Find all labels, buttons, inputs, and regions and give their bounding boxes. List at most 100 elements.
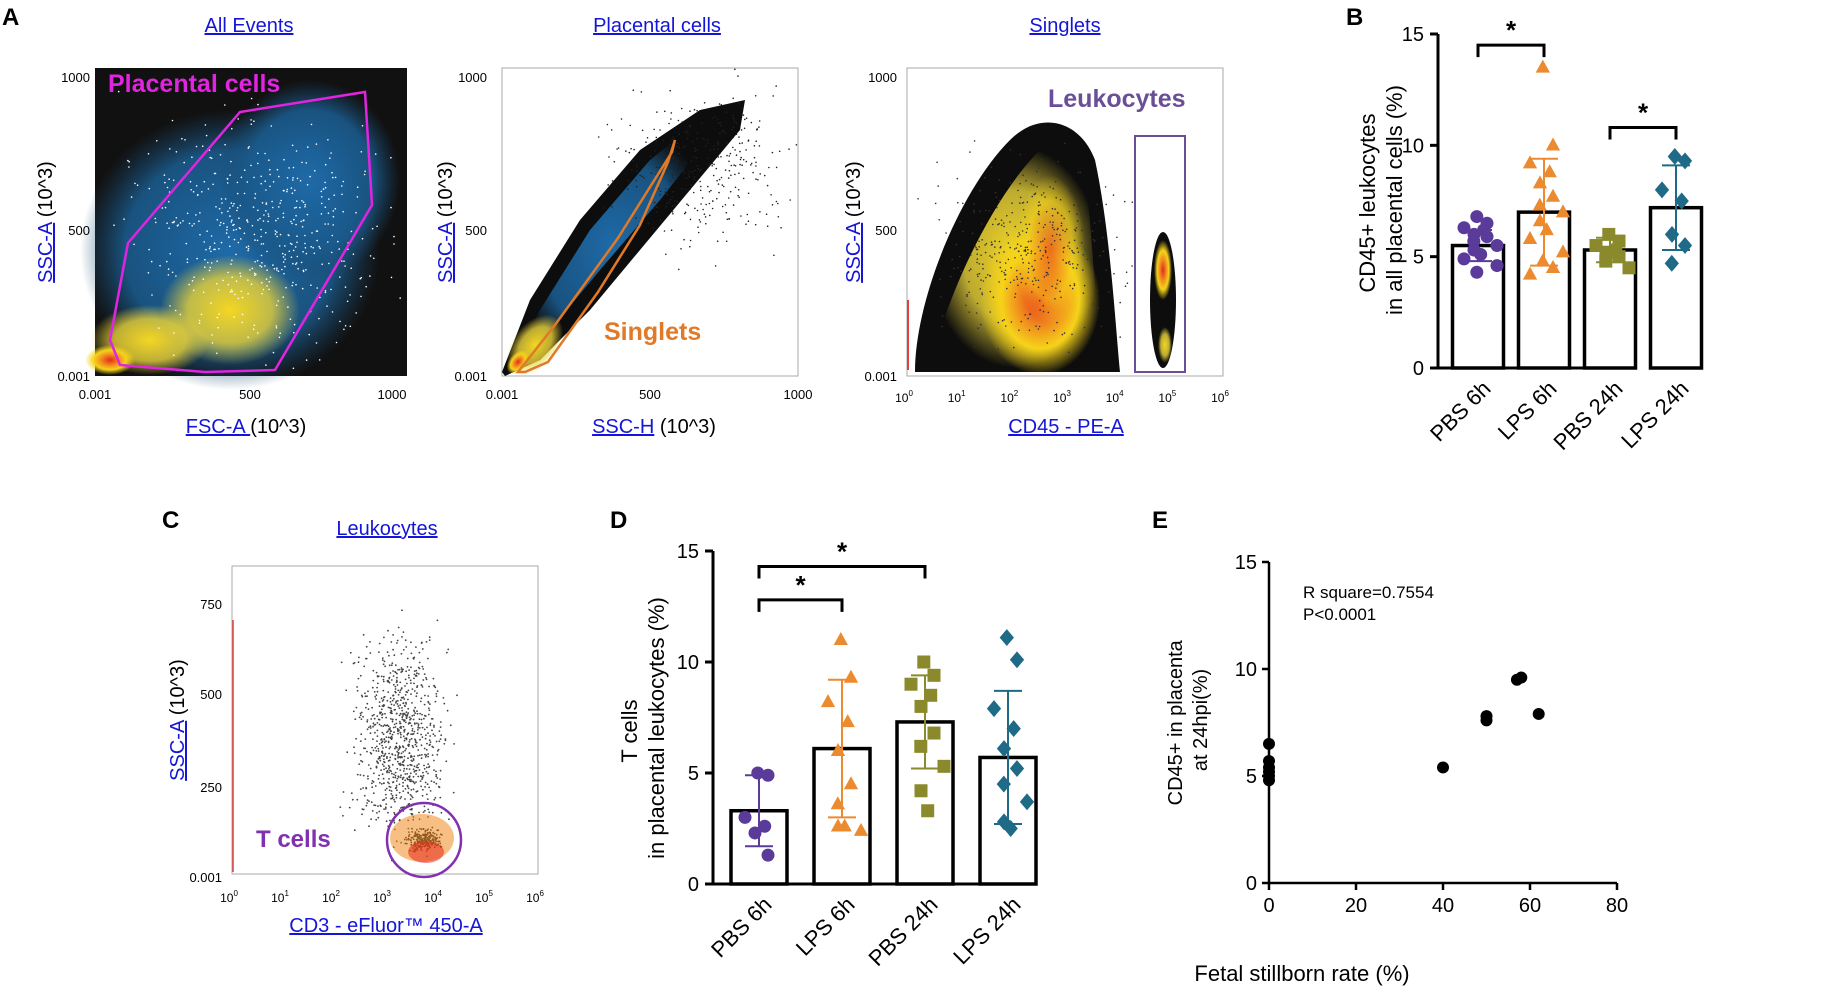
data-point xyxy=(1263,774,1275,787)
data-point xyxy=(1532,707,1545,720)
data-point xyxy=(840,714,855,728)
data-point xyxy=(751,766,765,780)
data-point xyxy=(843,776,859,790)
placental-cells-gate xyxy=(108,90,374,374)
x-tick-label: 40 xyxy=(1432,895,1454,917)
x-tick: 0.001 xyxy=(79,387,112,402)
data-point xyxy=(1522,231,1538,245)
y-tick-label: 15 xyxy=(1402,24,1424,46)
flow-plot-singlets: Singlets Leukocytes 1000 500 0.001 100 10… xyxy=(843,15,1229,438)
y-axis-label: SSC-A (10^3) xyxy=(167,659,189,781)
data-point xyxy=(1522,155,1538,169)
x-tick-label: LPS 24h xyxy=(1616,376,1693,453)
y-tick: 250 xyxy=(200,780,222,795)
flow-plot-title: All Events xyxy=(205,15,294,37)
data-point xyxy=(1480,230,1494,244)
x-tick: 1000 xyxy=(378,387,407,402)
panel-letter-a: A xyxy=(2,4,19,31)
x-tick: 105 xyxy=(475,889,493,905)
plot-frame xyxy=(231,565,539,875)
data-point xyxy=(1457,252,1471,266)
data-point xyxy=(1522,266,1538,280)
y-tick-label: 15 xyxy=(1235,552,1257,574)
data-point xyxy=(904,677,918,691)
x-tick: 104 xyxy=(424,889,442,905)
y-axis-label: CD45+ in placenta at 24hpi(%) xyxy=(1165,635,1212,806)
x-axis-label: SSC-H (10^3) xyxy=(592,416,716,438)
chart-e: CD45+ in placenta at 24hpi(%) Fetal stil… xyxy=(1165,552,1628,986)
y-tick: 500 xyxy=(465,223,487,238)
data-point xyxy=(924,688,938,702)
x-tick: 1000 xyxy=(784,387,813,402)
x-tick: 500 xyxy=(639,387,661,402)
data-point xyxy=(830,743,846,756)
x-tick-label: PBS 24h xyxy=(1548,376,1627,455)
data-point xyxy=(738,810,752,824)
y-axis-label: SSC-A (10^3) xyxy=(35,161,57,283)
data-point xyxy=(1622,261,1636,275)
x-tick-label: LPS 24h xyxy=(948,892,1025,969)
data-point xyxy=(1470,265,1484,279)
x-tick: 106 xyxy=(526,889,544,905)
data-point xyxy=(914,699,928,713)
data-point xyxy=(1677,237,1693,254)
data-point xyxy=(1654,181,1670,199)
x-tick: 105 xyxy=(1158,389,1176,405)
event-dots xyxy=(113,90,402,370)
data-point xyxy=(1545,260,1561,273)
data-point xyxy=(1532,213,1548,227)
x-tick-label: LPS 6h xyxy=(791,892,860,961)
y-tick: 500 xyxy=(200,687,222,702)
data-point xyxy=(996,740,1012,758)
x-axis-label: CD3 - eFluor™ 450-A xyxy=(289,915,483,937)
x-tick-label: 20 xyxy=(1345,895,1367,917)
x-axis-label: FSC-A (10^3) xyxy=(186,416,307,438)
data-point xyxy=(917,655,931,669)
x-tick: 101 xyxy=(271,889,289,905)
data-point xyxy=(830,796,845,810)
y-axis-label: T cells in placental leukocytes (%) xyxy=(617,597,669,859)
data-point xyxy=(1003,820,1018,837)
significance-star: * xyxy=(795,570,806,600)
data-point xyxy=(1555,244,1571,258)
x-tick-label: 80 xyxy=(1606,895,1628,917)
y-tick: 0.001 xyxy=(864,369,897,384)
data-point xyxy=(761,768,775,782)
singlets-gate xyxy=(515,139,677,374)
data-point xyxy=(937,759,951,773)
x-tick: 101 xyxy=(948,389,966,405)
leukocytes-gate xyxy=(1134,135,1186,373)
p-value-annotation: P<0.0001 xyxy=(1303,605,1376,624)
y-tick-label: 10 xyxy=(677,652,699,674)
significance-bracket xyxy=(757,565,927,579)
y-tick: 0.001 xyxy=(454,369,487,384)
data-point xyxy=(1535,59,1550,73)
data-point xyxy=(1474,247,1488,261)
y-tick: 0.001 xyxy=(189,870,222,885)
gate-label: T cells xyxy=(256,826,331,853)
event-dots xyxy=(917,140,1134,354)
y-tick-label: 15 xyxy=(677,541,699,563)
x-tick: 102 xyxy=(322,889,340,905)
y-tick-label: 0 xyxy=(688,874,699,896)
x-tick: 100 xyxy=(220,889,238,905)
x-tick: 103 xyxy=(1053,389,1071,405)
data-point xyxy=(1677,152,1693,170)
data-point xyxy=(820,694,836,708)
x-tick: 100 xyxy=(895,389,913,405)
data-point xyxy=(927,668,941,682)
y-tick: 500 xyxy=(68,223,90,238)
flow-plot-title: Placental cells xyxy=(593,15,721,37)
panel-letter-c: C xyxy=(162,507,179,534)
significance-star: * xyxy=(837,537,848,567)
significance-star: * xyxy=(1638,98,1649,128)
y-tick: 1000 xyxy=(458,70,487,85)
x-tick-label: PBS 6h xyxy=(1425,376,1495,446)
significance-bracket xyxy=(1608,126,1678,140)
data-point xyxy=(1470,210,1484,224)
data-point xyxy=(996,775,1011,793)
data-point xyxy=(1532,197,1547,211)
data-point xyxy=(1545,188,1561,202)
chart-b: CD45+ leukocytes in all placental cells … xyxy=(1355,15,1704,455)
data-point xyxy=(1515,671,1528,684)
